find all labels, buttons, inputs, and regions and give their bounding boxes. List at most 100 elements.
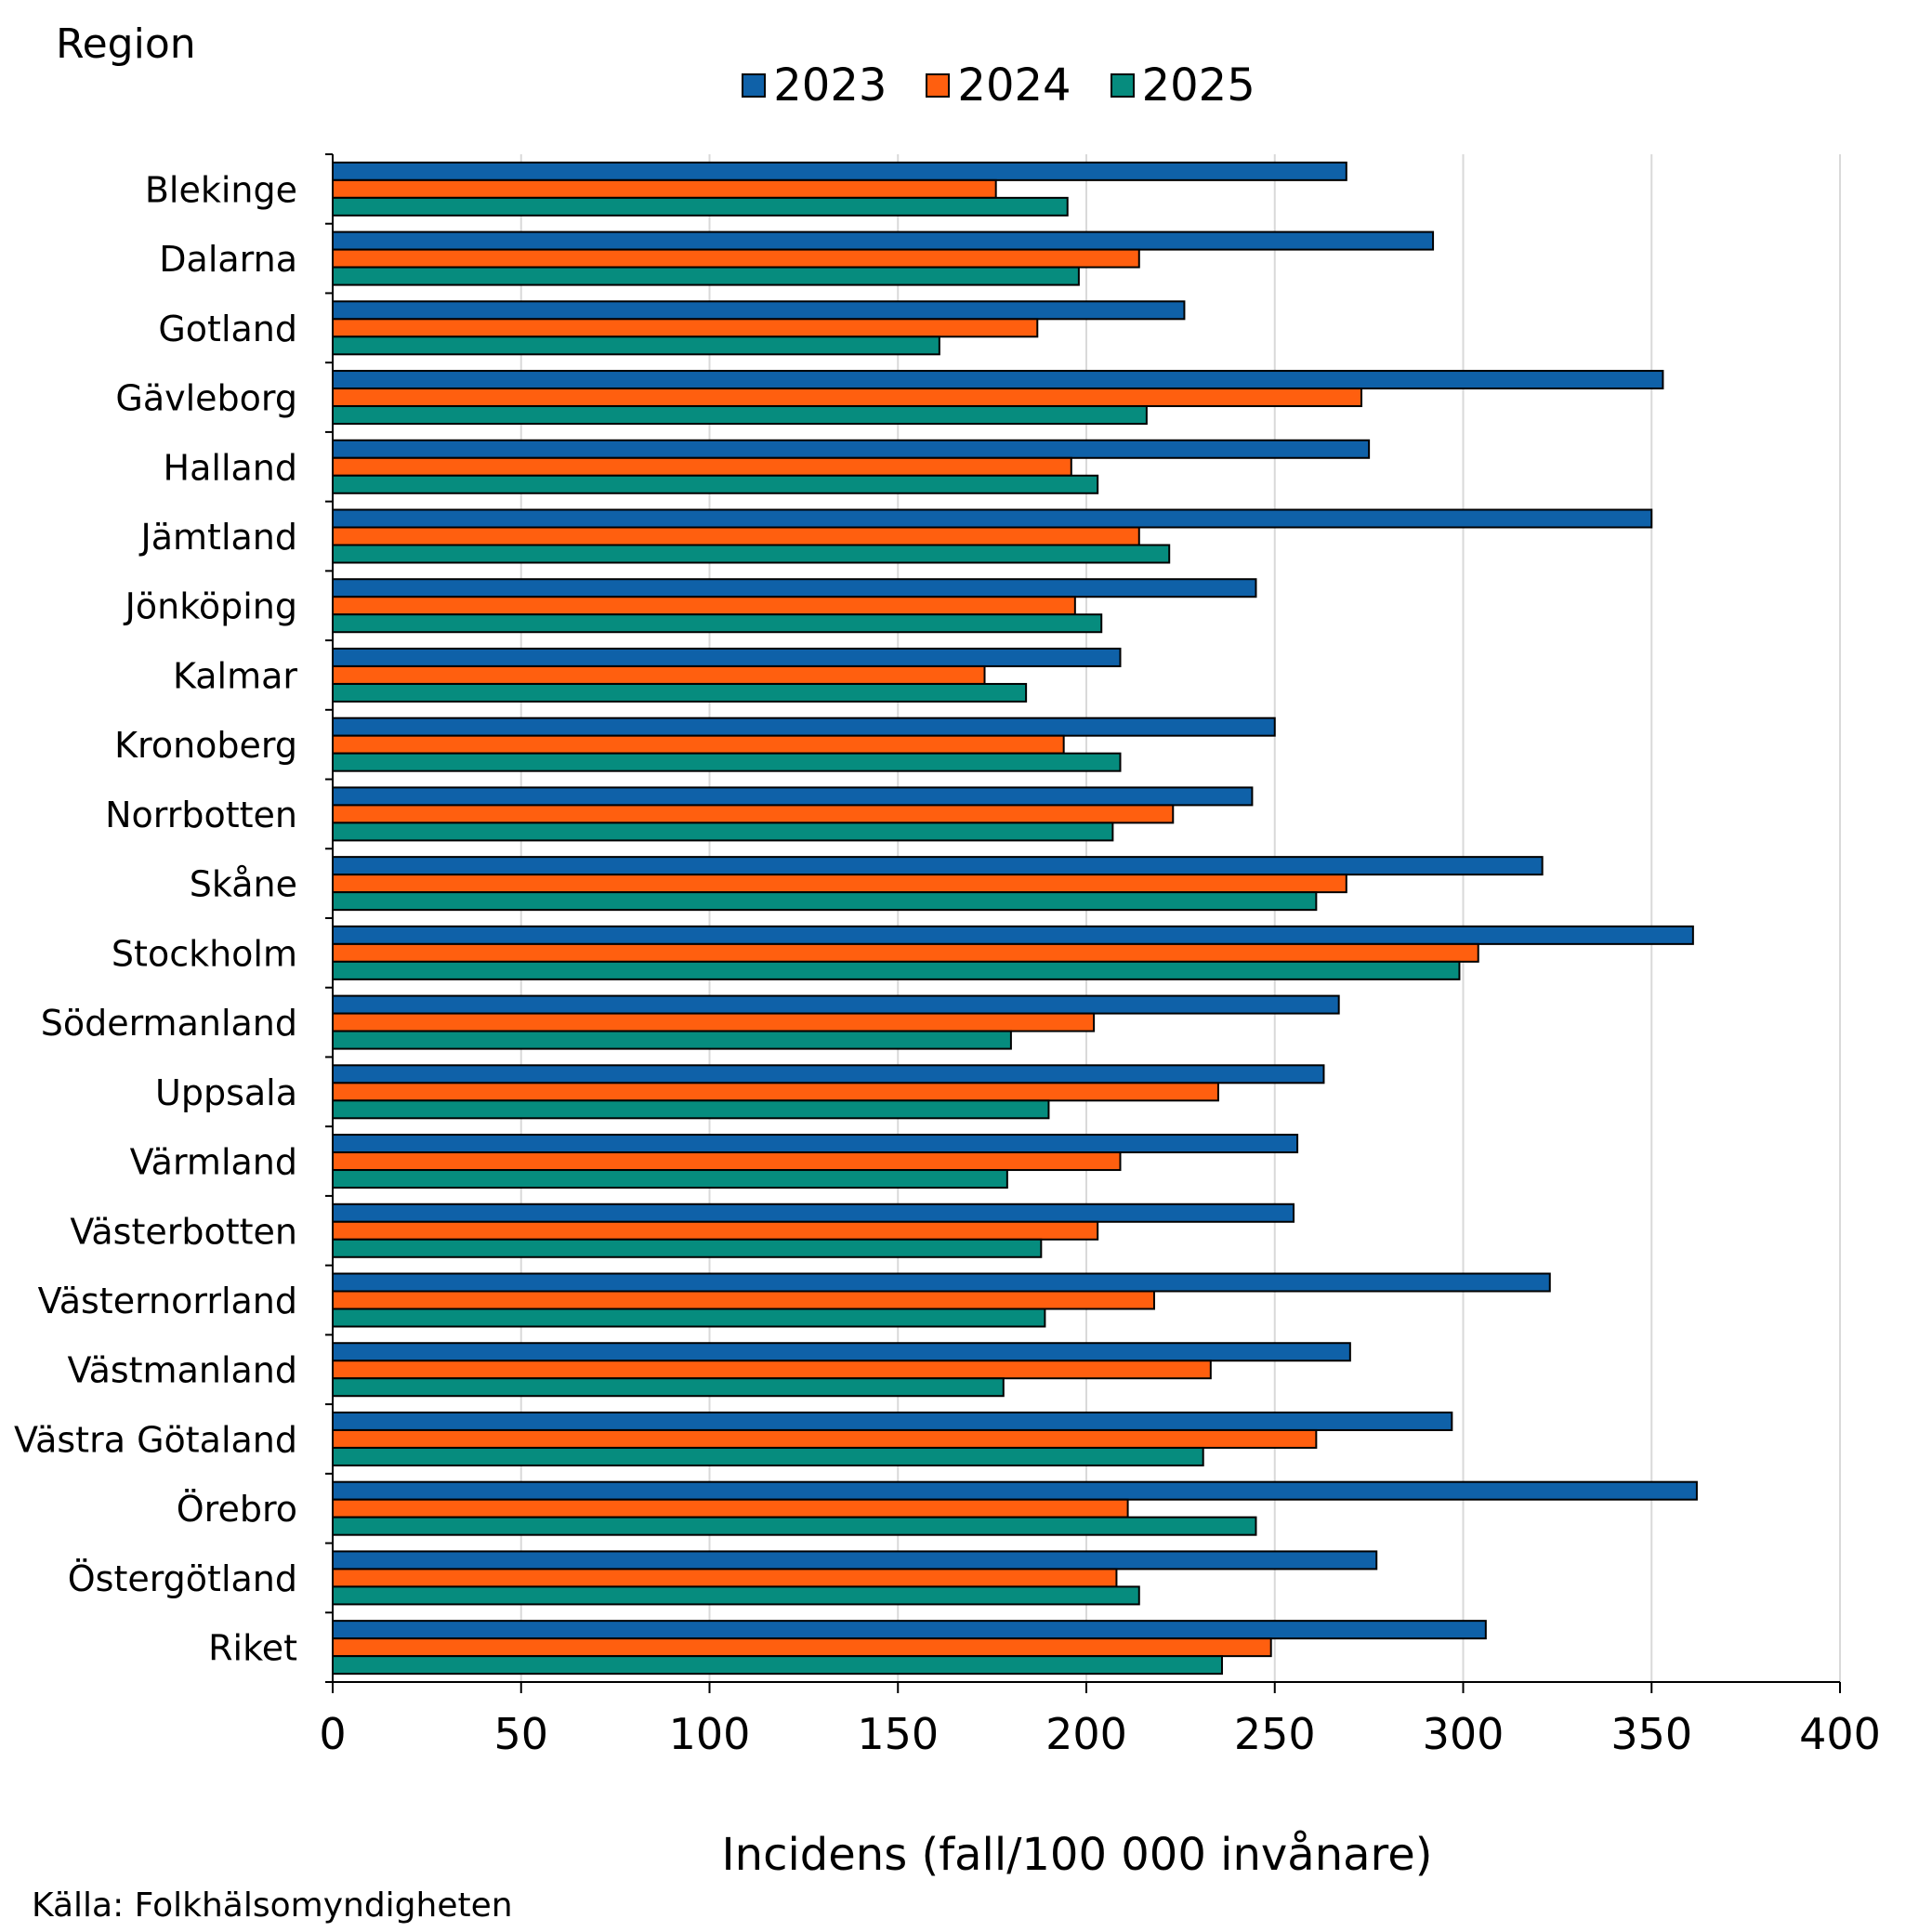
- category-label: Norrbotten: [105, 795, 297, 835]
- bar-2023: [332, 370, 1664, 390]
- bar-2024: [332, 248, 1140, 269]
- category-label: Gotland: [158, 309, 297, 349]
- bar-2025: [332, 1446, 1204, 1466]
- source-note: Källa: Folkhälsomyndigheten: [32, 1886, 513, 1925]
- bar-2024: [332, 388, 1363, 408]
- bar-2025: [332, 1516, 1257, 1536]
- bar-2023: [332, 925, 1694, 945]
- legend-swatch-2025: [1110, 73, 1135, 98]
- bar-2023: [332, 1064, 1325, 1084]
- x-tick-label: 400: [1799, 1709, 1881, 1759]
- bar-2023: [332, 1411, 1453, 1431]
- category-label: Uppsala: [155, 1072, 297, 1113]
- bar-2025: [332, 613, 1103, 634]
- bar-2024: [332, 1637, 1272, 1658]
- category-label: Kalmar: [173, 655, 297, 696]
- x-tick-label: 100: [669, 1709, 751, 1759]
- bar-2023: [332, 161, 1347, 181]
- category-label: Västernorrland: [38, 1281, 297, 1321]
- category-label: Östergötland: [68, 1558, 297, 1599]
- bar-2024: [332, 456, 1072, 477]
- bar-2025: [332, 266, 1080, 286]
- bar-2023: [332, 1480, 1698, 1501]
- bar-2023: [332, 1203, 1295, 1223]
- bar-2024: [332, 1012, 1096, 1032]
- bar-2023: [332, 508, 1653, 529]
- bar-2024: [332, 942, 1479, 963]
- bar-2024: [332, 1428, 1318, 1449]
- bar-2025: [332, 1099, 1050, 1120]
- category-label: Skåne: [190, 864, 297, 905]
- category-label: Jämtland: [139, 517, 297, 558]
- bar-2024: [332, 1220, 1099, 1241]
- bar-2025: [332, 1308, 1046, 1328]
- bar-2025: [332, 1585, 1140, 1606]
- bar-2024: [332, 874, 1347, 894]
- bar-2024: [332, 804, 1175, 824]
- category-label: Västra Götaland: [14, 1419, 297, 1460]
- bar-2025: [332, 1377, 1005, 1398]
- legend-swatch-2024: [926, 73, 951, 98]
- bar-2023: [332, 647, 1122, 667]
- bar-2024: [332, 1082, 1219, 1102]
- category-label: Västmanland: [68, 1350, 297, 1391]
- category-label: Södermanland: [41, 1003, 297, 1044]
- bar-2025: [332, 1030, 1012, 1050]
- category-label: Riket: [208, 1628, 297, 1669]
- bar-2025: [332, 752, 1122, 772]
- bar-2024: [332, 178, 997, 199]
- legend-label-2025: 2025: [1141, 59, 1255, 112]
- bar-2024: [332, 596, 1076, 616]
- legend: 2023 2024 2025: [0, 59, 1932, 112]
- bar-2024: [332, 734, 1065, 755]
- bar-2023: [332, 439, 1371, 459]
- bar-2025: [332, 891, 1318, 912]
- x-tick-label: 0: [319, 1709, 346, 1759]
- bar-2025: [332, 405, 1148, 426]
- bar-2023: [332, 1272, 1551, 1293]
- category-label: Västerbotten: [70, 1211, 297, 1252]
- bar-2023: [332, 230, 1435, 251]
- bar-2023: [332, 994, 1340, 1015]
- bar-2025: [332, 474, 1099, 494]
- bar-2024: [332, 1151, 1122, 1172]
- bar-2024: [332, 526, 1140, 546]
- bar-2025: [332, 544, 1171, 564]
- bar-2023: [332, 716, 1276, 737]
- x-tick-label: 50: [493, 1709, 548, 1759]
- bar-2025: [332, 196, 1069, 217]
- x-tick-label: 200: [1045, 1709, 1127, 1759]
- bar-2023: [332, 578, 1257, 598]
- category-label: Jönköping: [124, 586, 297, 627]
- bar-2023: [332, 300, 1186, 321]
- bar-2025: [332, 821, 1114, 842]
- y-axis-title: Region: [56, 20, 196, 68]
- bar-2023: [332, 1342, 1351, 1362]
- category-label: Gävleborg: [115, 378, 297, 419]
- bar-2024: [332, 1498, 1129, 1518]
- category-label: Blekinge: [145, 169, 297, 210]
- x-tick-label: 250: [1234, 1709, 1316, 1759]
- x-axis-title: Incidens (fall/100 000 invånare): [722, 1829, 1433, 1881]
- bar-2023: [332, 1620, 1487, 1640]
- bar-2024: [332, 1360, 1212, 1380]
- category-label: Dalarna: [159, 239, 297, 280]
- bar-2024: [332, 664, 986, 685]
- bar-2025: [332, 1169, 1008, 1189]
- bar-2023: [332, 786, 1254, 807]
- bar-2025: [332, 335, 940, 356]
- bar-2025: [332, 960, 1461, 980]
- bar-2023: [332, 1550, 1378, 1571]
- legend-item-2023: 2023: [742, 59, 887, 112]
- legend-item-2024: 2024: [926, 59, 1071, 112]
- x-tick-label: 350: [1610, 1709, 1692, 1759]
- x-tick-label: 150: [857, 1709, 939, 1759]
- category-label: Örebro: [177, 1489, 297, 1530]
- category-label: Kronoberg: [114, 725, 297, 766]
- category-label: Värmland: [130, 1142, 297, 1183]
- bar-2023: [332, 1134, 1299, 1154]
- bar-2025: [332, 1238, 1043, 1258]
- bar-2024: [332, 1290, 1155, 1310]
- category-label: Stockholm: [112, 933, 297, 974]
